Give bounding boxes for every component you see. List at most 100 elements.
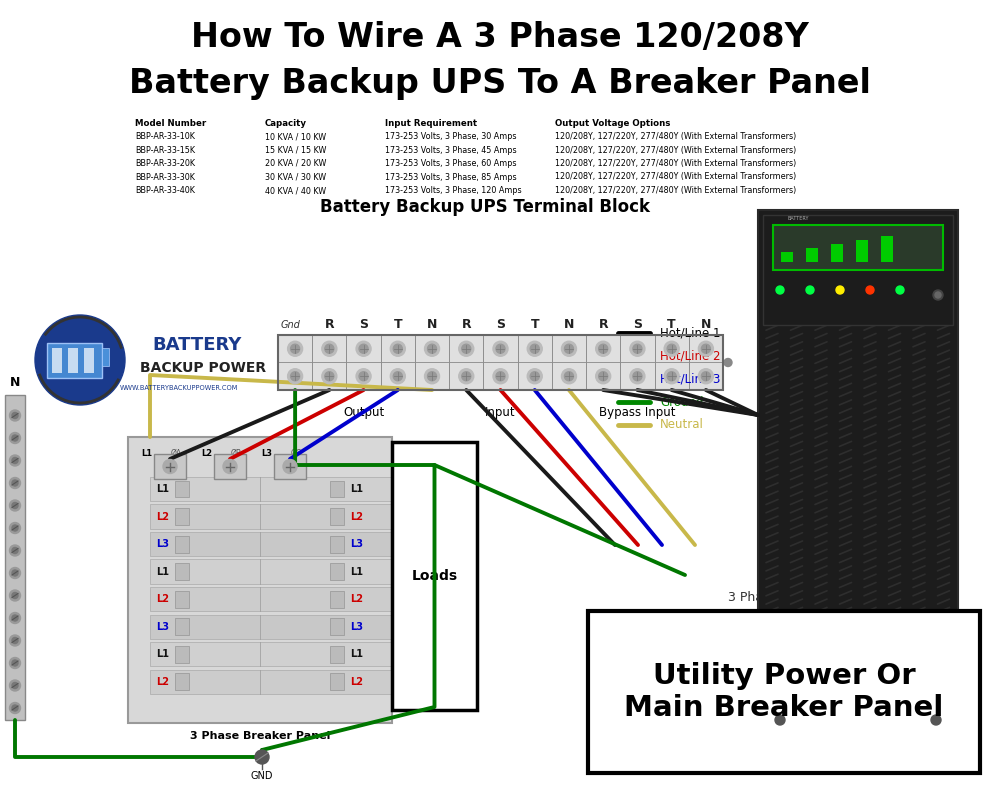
Bar — [214, 454, 246, 479]
Bar — [655, 335, 689, 363]
Text: L1: L1 — [156, 567, 170, 576]
Text: L3: L3 — [156, 539, 170, 549]
Circle shape — [288, 341, 303, 356]
Bar — [381, 363, 415, 390]
Circle shape — [459, 369, 474, 384]
Bar — [274, 454, 306, 479]
Text: BATTERY: BATTERY — [788, 215, 810, 220]
Bar — [278, 335, 723, 390]
Circle shape — [931, 715, 941, 725]
Bar — [175, 619, 189, 635]
Circle shape — [10, 500, 20, 511]
Text: T: T — [393, 319, 402, 332]
Circle shape — [12, 615, 18, 621]
Bar — [175, 673, 189, 690]
Bar — [689, 363, 723, 390]
Bar — [278, 363, 312, 390]
Circle shape — [530, 372, 539, 381]
Bar — [5, 395, 25, 720]
Bar — [552, 335, 586, 363]
Circle shape — [359, 344, 368, 353]
Text: N: N — [10, 377, 20, 390]
Text: R: R — [461, 319, 471, 332]
Circle shape — [493, 341, 508, 356]
Text: Battery Backup UPS To A Breaker Panel: Battery Backup UPS To A Breaker Panel — [129, 67, 871, 99]
Bar — [278, 335, 312, 363]
Text: 173-253 Volts, 3 Phase, 85 Amps: 173-253 Volts, 3 Phase, 85 Amps — [385, 173, 517, 181]
Circle shape — [10, 478, 20, 488]
Text: BATTERY: BATTERY — [152, 336, 241, 354]
Bar — [586, 335, 620, 363]
Circle shape — [776, 286, 784, 294]
Circle shape — [291, 344, 300, 353]
Bar — [150, 615, 392, 638]
Circle shape — [896, 286, 904, 294]
Text: Bypass Input: Bypass Input — [599, 405, 676, 418]
Circle shape — [530, 344, 539, 353]
Bar — [150, 642, 392, 666]
Circle shape — [12, 660, 18, 666]
Circle shape — [701, 344, 710, 353]
Text: 173-253 Volts, 3 Phase, 45 Amps: 173-253 Volts, 3 Phase, 45 Amps — [385, 145, 517, 154]
Bar — [806, 248, 818, 262]
Bar — [518, 335, 552, 363]
Circle shape — [462, 372, 471, 381]
Circle shape — [10, 680, 20, 691]
Circle shape — [698, 369, 713, 384]
Circle shape — [322, 341, 337, 356]
Circle shape — [390, 369, 405, 384]
Circle shape — [393, 344, 402, 353]
Text: BBP-AR-33-10K: BBP-AR-33-10K — [135, 132, 195, 141]
Text: 120/208Y, 127/220Y, 277/480Y (With External Transformers): 120/208Y, 127/220Y, 277/480Y (With Exter… — [555, 132, 796, 141]
Circle shape — [12, 480, 18, 486]
Bar — [128, 437, 392, 723]
Bar — [483, 335, 518, 363]
Circle shape — [12, 638, 18, 643]
Circle shape — [12, 413, 18, 418]
Circle shape — [12, 502, 18, 509]
Text: T: T — [530, 319, 539, 332]
Text: Neutral: Neutral — [660, 418, 704, 432]
Text: 120/208Y, 127/220Y, 277/480Y (With External Transformers): 120/208Y, 127/220Y, 277/480Y (With Exter… — [555, 173, 796, 181]
Circle shape — [493, 369, 508, 384]
Circle shape — [356, 369, 371, 384]
Circle shape — [866, 286, 874, 294]
Bar — [47, 343, 102, 378]
Circle shape — [10, 455, 20, 466]
Bar — [330, 673, 344, 690]
Bar — [330, 646, 344, 663]
Text: ØB: ØB — [231, 448, 242, 457]
Circle shape — [698, 341, 713, 356]
Bar — [689, 335, 723, 363]
Circle shape — [667, 344, 676, 353]
Circle shape — [325, 372, 334, 381]
Text: How To Wire A 3 Phase 120/208Y: How To Wire A 3 Phase 120/208Y — [191, 21, 809, 53]
Bar — [175, 536, 189, 553]
Circle shape — [283, 460, 297, 474]
Bar — [175, 508, 189, 525]
Circle shape — [10, 522, 20, 533]
Bar — [415, 363, 449, 390]
Circle shape — [356, 341, 371, 356]
Bar — [588, 611, 980, 773]
Text: L1: L1 — [156, 484, 170, 494]
Circle shape — [163, 460, 177, 474]
Text: 20 KVA / 20 KW: 20 KVA / 20 KW — [265, 159, 326, 168]
Circle shape — [10, 657, 20, 669]
Circle shape — [255, 750, 269, 764]
Bar — [330, 591, 344, 607]
Bar — [392, 442, 477, 710]
Bar — [449, 363, 483, 390]
Bar — [150, 669, 392, 694]
Text: Loads: Loads — [411, 569, 458, 583]
Text: BBP-AR-33-15K: BBP-AR-33-15K — [135, 145, 195, 154]
Bar — [150, 560, 392, 584]
Bar — [330, 619, 344, 635]
Circle shape — [561, 341, 576, 356]
Circle shape — [12, 570, 18, 576]
Circle shape — [390, 341, 405, 356]
Circle shape — [561, 369, 576, 384]
Circle shape — [459, 341, 474, 356]
Text: L2: L2 — [351, 511, 364, 522]
Bar — [586, 363, 620, 390]
